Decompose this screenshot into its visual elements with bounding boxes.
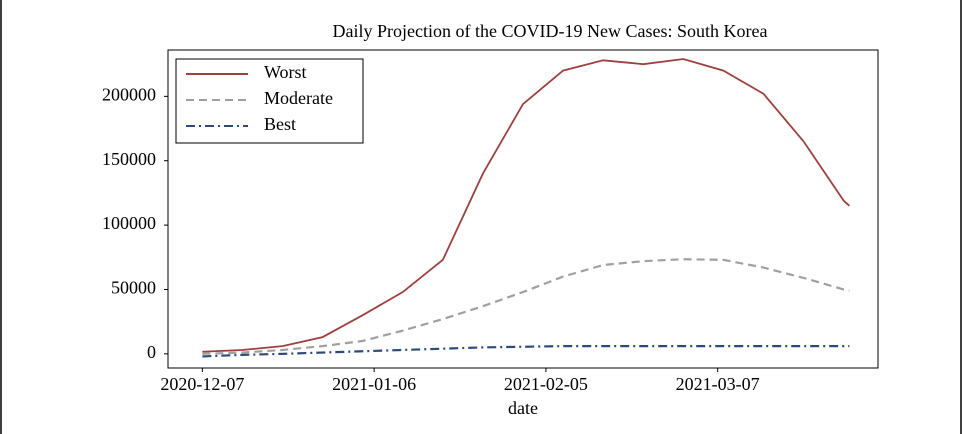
y-tick-label: 0	[147, 342, 156, 362]
plot-frame	[167, 49, 879, 369]
series-line	[202, 58, 850, 353]
legend-label: Best	[264, 114, 296, 134]
y-tick-label: 150000	[102, 149, 156, 169]
series-line	[202, 258, 850, 355]
x-tick-label: 2021-03-07	[676, 374, 760, 394]
legend-label: Worst	[264, 62, 307, 82]
y-tick-label: 200000	[102, 84, 156, 104]
y-tick-label: 50000	[111, 278, 156, 298]
legend-label: Moderate	[264, 88, 333, 108]
x-tick-label: 2021-02-05	[504, 374, 588, 394]
x-tick-label: 2021-01-06	[332, 374, 416, 394]
x-tick-label: 2020-12-07	[160, 374, 244, 394]
y-tick-label: 100000	[102, 213, 156, 233]
x-axis-label: date	[508, 398, 538, 418]
chart-title: Daily Projection of the COVID-19 New Cas…	[333, 21, 768, 41]
